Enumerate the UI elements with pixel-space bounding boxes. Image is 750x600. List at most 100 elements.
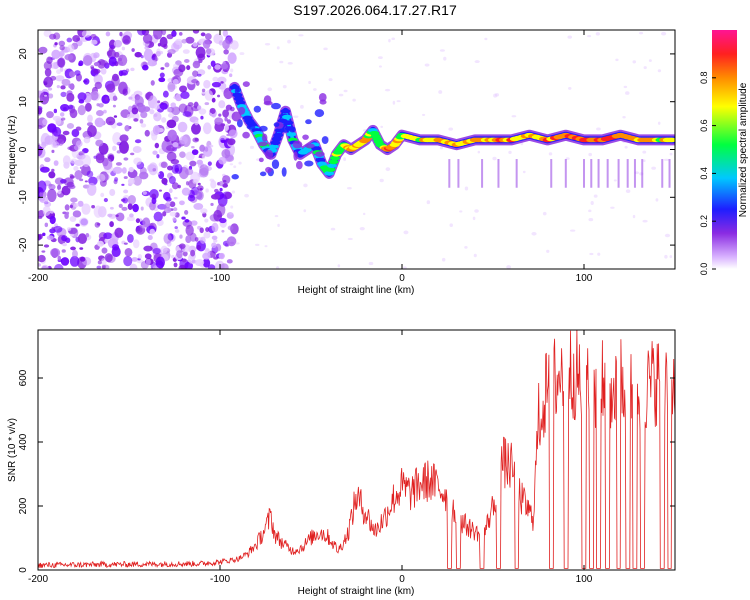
noise-blob: [101, 247, 108, 254]
noise-blob: [213, 256, 219, 260]
noise-blob: [96, 40, 101, 44]
noise-speckle: [443, 56, 447, 61]
top-x-tick-label: 0: [399, 273, 405, 284]
spectral-streak: [617, 159, 620, 188]
ridge-patch: [235, 87, 242, 93]
noise-speckle: [474, 60, 480, 64]
noise-blob: [78, 62, 83, 67]
noise-speckle: [439, 49, 445, 52]
noise-blob: [213, 239, 218, 243]
noise-blob: [177, 121, 188, 133]
noise-blob: [208, 112, 212, 116]
noise-blob: [123, 176, 128, 179]
noise-blob: [173, 262, 178, 268]
noise-blob: [179, 234, 183, 239]
top-y-axis-label: Frequency (Hz): [7, 116, 18, 185]
noise-blob: [172, 78, 179, 85]
noise-blob: [218, 252, 225, 260]
top-x-tick-label: 100: [576, 273, 593, 284]
noise-blob: [194, 259, 205, 267]
noise-blob: [48, 171, 56, 179]
noise-blob: [200, 236, 206, 244]
ridge-patch: [319, 99, 327, 105]
noise-blob: [204, 102, 210, 106]
noise-blob: [145, 258, 151, 266]
noise-blob: [87, 114, 93, 123]
noise-speckle: [352, 98, 356, 102]
noise-blob: [127, 233, 134, 243]
noise-blob: [72, 249, 78, 258]
noise-blob: [158, 77, 166, 83]
noise-speckle: [391, 37, 396, 41]
noise-blob: [94, 81, 102, 90]
noise-blob: [100, 192, 105, 198]
noise-blob: [219, 187, 223, 192]
noise-blob: [191, 149, 199, 156]
noise-blob: [62, 130, 70, 136]
noise-blob: [205, 48, 212, 54]
noise-blob: [81, 203, 91, 215]
noise-blob: [109, 221, 114, 228]
ridge-patch: [242, 81, 250, 88]
noise-blob: [66, 92, 75, 102]
noise-blob: [167, 49, 176, 55]
noise-speckle: [424, 63, 430, 67]
noise-blob: [196, 159, 203, 165]
noise-speckle: [546, 249, 550, 253]
noise-blob: [198, 58, 203, 64]
ridge-patch: [321, 136, 329, 144]
noise-blob: [68, 83, 74, 89]
noise-speckle: [625, 189, 631, 194]
ridge-amplitude-mark: [327, 163, 338, 169]
noise-blob: [167, 129, 178, 142]
snr-panel: -200 -100 0 100 0 200 400 600 Height of straigh…: [7, 329, 676, 597]
noise-blob: [73, 166, 79, 172]
noise-speckle: [239, 52, 245, 56]
noise-blob: [221, 148, 231, 159]
noise-blob: [79, 166, 83, 170]
noise-speckle: [508, 150, 512, 154]
noise-blob: [72, 210, 82, 218]
noise-speckle: [275, 266, 280, 269]
noise-speckle: [384, 88, 391, 92]
noise-blob: [131, 107, 139, 115]
bottom-plot-frame: [37, 329, 676, 571]
noise-speckle: [568, 87, 572, 90]
noise-speckle: [438, 90, 443, 94]
noise-blob: [86, 170, 94, 178]
noise-blob: [219, 263, 229, 269]
noise-blob: [144, 45, 149, 50]
noise-blob: [222, 175, 231, 185]
noise-blob: [214, 117, 224, 125]
noise-blob: [57, 57, 66, 68]
ridge-patch: [259, 125, 268, 132]
noise-blob: [41, 141, 47, 149]
noise-blob: [60, 117, 66, 121]
noise-blob: [55, 75, 65, 82]
noise-speckle: [238, 161, 242, 165]
noise-speckle: [643, 159, 646, 163]
noise-blob: [168, 188, 173, 194]
noise-blob: [90, 39, 98, 45]
noise-speckle: [323, 47, 328, 51]
noise-blob: [93, 62, 100, 67]
bottom-axes: -200 -100 0 100 0 200 400 600: [18, 330, 675, 585]
noise-blob: [43, 76, 54, 88]
noise-blob: [193, 202, 204, 210]
noise-blob: [112, 145, 117, 151]
noise-blob: [153, 103, 160, 111]
noise-blob: [178, 64, 186, 73]
noise-blob: [74, 70, 81, 76]
noise-speckle: [233, 165, 237, 169]
noise-blob: [95, 139, 104, 147]
ridge-core: [232, 85, 675, 176]
noise-speckle: [276, 46, 280, 50]
noise-blob: [114, 227, 124, 238]
noise-blob: [224, 124, 230, 131]
bottom-x-tick-label: -200: [28, 574, 48, 585]
noise-blob: [204, 218, 209, 223]
colorbar-tick-label: 0.8: [699, 72, 709, 85]
noise-blob: [150, 80, 155, 86]
ridge-amplitude-mark: [280, 108, 291, 114]
noise-blob: [207, 264, 216, 269]
